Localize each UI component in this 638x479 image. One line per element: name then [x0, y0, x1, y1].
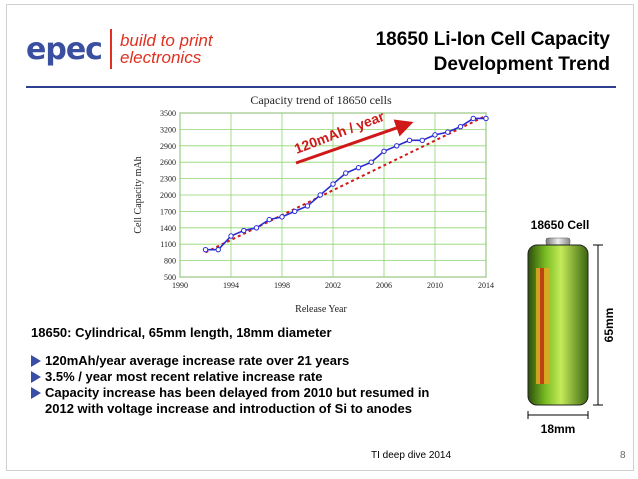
cell-core	[540, 268, 544, 384]
data-point	[216, 247, 220, 251]
slide-title: 18650 Li-Ion Cell Capacity Development T…	[376, 27, 610, 77]
data-point	[356, 165, 360, 169]
y-tick-label: 3500	[160, 109, 176, 118]
data-point	[458, 124, 462, 128]
title-line-2: Development Trend	[376, 52, 610, 77]
y-axis-label: Cell Capacity mAh	[133, 156, 144, 233]
data-point	[267, 217, 271, 221]
x-tick-label: 1998	[274, 281, 290, 290]
data-point	[433, 133, 437, 137]
logo-brand: epec	[26, 32, 102, 67]
data-point	[420, 138, 424, 142]
x-axis-label: Release Year	[295, 304, 347, 315]
y-tick-label: 2000	[160, 191, 176, 200]
data-point	[331, 182, 335, 186]
data-point	[484, 116, 488, 120]
data-point	[254, 226, 258, 230]
data-point	[369, 160, 373, 164]
description: 18650: Cylindrical, 65mm length, 18mm di…	[31, 325, 431, 417]
x-tick-label: 2006	[376, 281, 392, 290]
bullet-item: 3.5% / year most recent relative increas…	[31, 369, 431, 385]
y-tick-label: 3200	[160, 125, 176, 134]
logo-divider	[110, 29, 112, 69]
data-point	[203, 247, 207, 251]
bullet-item: 120mAh/year average increase rate over 2…	[31, 353, 431, 369]
chart-title: Capacity trend of 18650 cells	[250, 93, 392, 107]
page-number: 8	[620, 450, 626, 461]
data-point	[382, 149, 386, 153]
data-point	[407, 138, 411, 142]
cell-terminal	[546, 238, 570, 245]
data-point	[242, 228, 246, 232]
footer-text: TI deep dive 2014	[371, 450, 451, 461]
y-tick-label: 1400	[160, 224, 176, 233]
cell-diagram: 18650 Cell 65mm 18mm	[510, 212, 620, 444]
cell-spec: 18650: Cylindrical, 65mm length, 18mm di…	[31, 325, 431, 341]
capacity-chart: Capacity trend of 18650 cells 5008001100…	[128, 92, 498, 317]
y-tick-label: 2900	[160, 142, 176, 151]
y-tick-label: 1100	[160, 240, 176, 249]
data-point	[293, 209, 297, 213]
title-line-1: 18650 Li-Ion Cell Capacity	[376, 27, 610, 52]
data-point	[471, 116, 475, 120]
bullet-item: Capacity increase has been delayed from …	[31, 385, 431, 417]
x-tick-label: 1990	[172, 281, 188, 290]
x-tick-label: 1994	[223, 281, 239, 290]
y-tick-label: 2600	[160, 158, 176, 167]
data-point	[395, 144, 399, 148]
y-tick-label: 2300	[160, 175, 176, 184]
logo-tagline: build to print electronics	[120, 32, 213, 66]
y-tick-label: 800	[164, 257, 176, 266]
data-point	[229, 234, 233, 238]
diameter-label: 18mm	[541, 422, 576, 436]
x-tick-label: 2014	[478, 281, 494, 290]
data-point	[305, 204, 309, 208]
epec-logo: epec build to print electronics	[26, 26, 213, 72]
data-point	[344, 171, 348, 175]
length-label: 65mm	[602, 308, 616, 343]
data-point	[446, 130, 450, 134]
title-divider	[26, 86, 616, 88]
y-tick-label: 1700	[160, 207, 176, 216]
logo-tagline-2: electronics	[120, 48, 201, 67]
x-tick-label: 2010	[427, 281, 443, 290]
cell-title: 18650 Cell	[531, 218, 590, 232]
data-point	[280, 215, 284, 219]
data-point	[318, 193, 322, 197]
x-tick-label: 2002	[325, 281, 341, 290]
